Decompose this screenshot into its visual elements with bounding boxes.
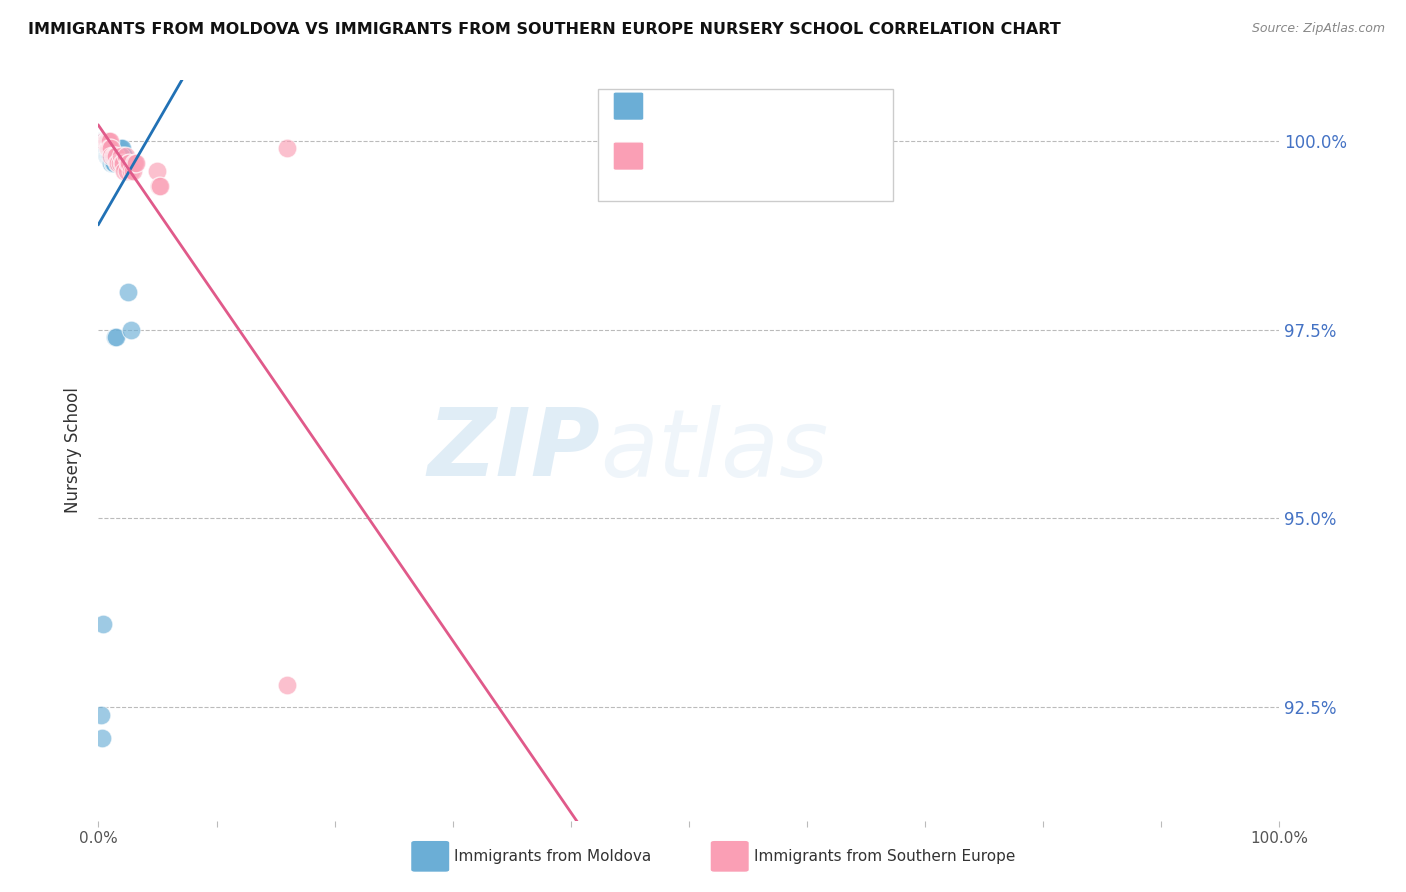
Point	[94, 134, 117, 148]
Point	[97, 134, 120, 148]
Point	[98, 134, 121, 148]
Point	[98, 141, 121, 155]
Point	[148, 179, 170, 194]
Point	[110, 149, 132, 163]
Point	[93, 134, 115, 148]
Point	[121, 164, 143, 178]
Point	[91, 134, 114, 148]
Point	[94, 134, 117, 148]
Point	[90, 134, 112, 148]
Point	[96, 141, 118, 155]
Point	[117, 156, 139, 170]
Point	[122, 156, 145, 170]
Point	[107, 156, 129, 170]
Point	[149, 179, 172, 194]
Point	[91, 134, 114, 148]
Text: N = 38: N = 38	[794, 145, 862, 163]
Point	[114, 149, 136, 163]
Point	[98, 149, 121, 163]
Point	[110, 141, 132, 155]
Point	[105, 156, 128, 170]
Point	[97, 141, 120, 155]
Point	[94, 134, 117, 148]
Point	[103, 156, 125, 170]
Point	[104, 149, 127, 163]
Text: Immigrants from Moldova: Immigrants from Moldova	[454, 849, 651, 863]
Point	[97, 141, 120, 155]
Point	[96, 141, 118, 155]
Point	[100, 141, 122, 155]
Point	[103, 149, 125, 163]
Point	[98, 149, 121, 163]
Point	[112, 149, 135, 163]
Point	[91, 617, 114, 632]
Point	[98, 141, 121, 155]
Point	[90, 707, 112, 722]
Text: Source: ZipAtlas.com: Source: ZipAtlas.com	[1251, 22, 1385, 36]
Point	[111, 141, 134, 155]
Point	[101, 156, 124, 170]
Point	[276, 141, 298, 155]
Point	[117, 285, 139, 299]
Point	[101, 149, 124, 163]
Point	[98, 149, 121, 163]
Point	[98, 134, 121, 148]
Point	[107, 141, 129, 155]
Point	[96, 141, 118, 155]
Point	[108, 156, 131, 170]
Point	[100, 149, 122, 163]
Point	[91, 134, 114, 148]
Point	[105, 330, 128, 344]
Point	[112, 164, 135, 178]
Point	[124, 156, 146, 170]
Point	[100, 149, 122, 163]
Point	[91, 731, 114, 745]
Point	[125, 156, 148, 170]
Point	[112, 156, 135, 170]
Text: R = 0.365: R = 0.365	[651, 145, 741, 163]
Point	[118, 156, 141, 170]
Point	[91, 134, 114, 148]
Point	[93, 134, 115, 148]
Point	[94, 141, 117, 155]
Point	[121, 322, 143, 336]
Point	[111, 156, 134, 170]
Point	[96, 134, 118, 148]
Point	[97, 149, 120, 163]
Text: N = 43: N = 43	[794, 95, 862, 113]
Text: R = 0.273: R = 0.273	[651, 95, 741, 113]
Point	[146, 164, 169, 178]
Text: Immigrants from Southern Europe: Immigrants from Southern Europe	[754, 849, 1015, 863]
Point	[93, 134, 115, 148]
Point	[93, 134, 115, 148]
Point	[101, 156, 124, 170]
Point	[276, 678, 298, 692]
Point	[112, 149, 135, 163]
Point	[100, 156, 122, 170]
Text: ZIP: ZIP	[427, 404, 600, 497]
Text: atlas: atlas	[600, 405, 828, 496]
Point	[96, 134, 118, 148]
Point	[96, 149, 118, 163]
Point	[97, 141, 120, 155]
Point	[97, 149, 120, 163]
Point	[105, 149, 128, 163]
Point	[98, 149, 121, 163]
Point	[115, 164, 138, 178]
Point	[108, 141, 131, 155]
Point	[121, 164, 143, 178]
Text: IMMIGRANTS FROM MOLDOVA VS IMMIGRANTS FROM SOUTHERN EUROPE NURSERY SCHOOL CORREL: IMMIGRANTS FROM MOLDOVA VS IMMIGRANTS FR…	[28, 22, 1062, 37]
Point	[94, 141, 117, 155]
Y-axis label: Nursery School: Nursery School	[65, 387, 83, 514]
Point	[91, 134, 114, 148]
Point	[98, 149, 121, 163]
Point	[104, 330, 127, 344]
